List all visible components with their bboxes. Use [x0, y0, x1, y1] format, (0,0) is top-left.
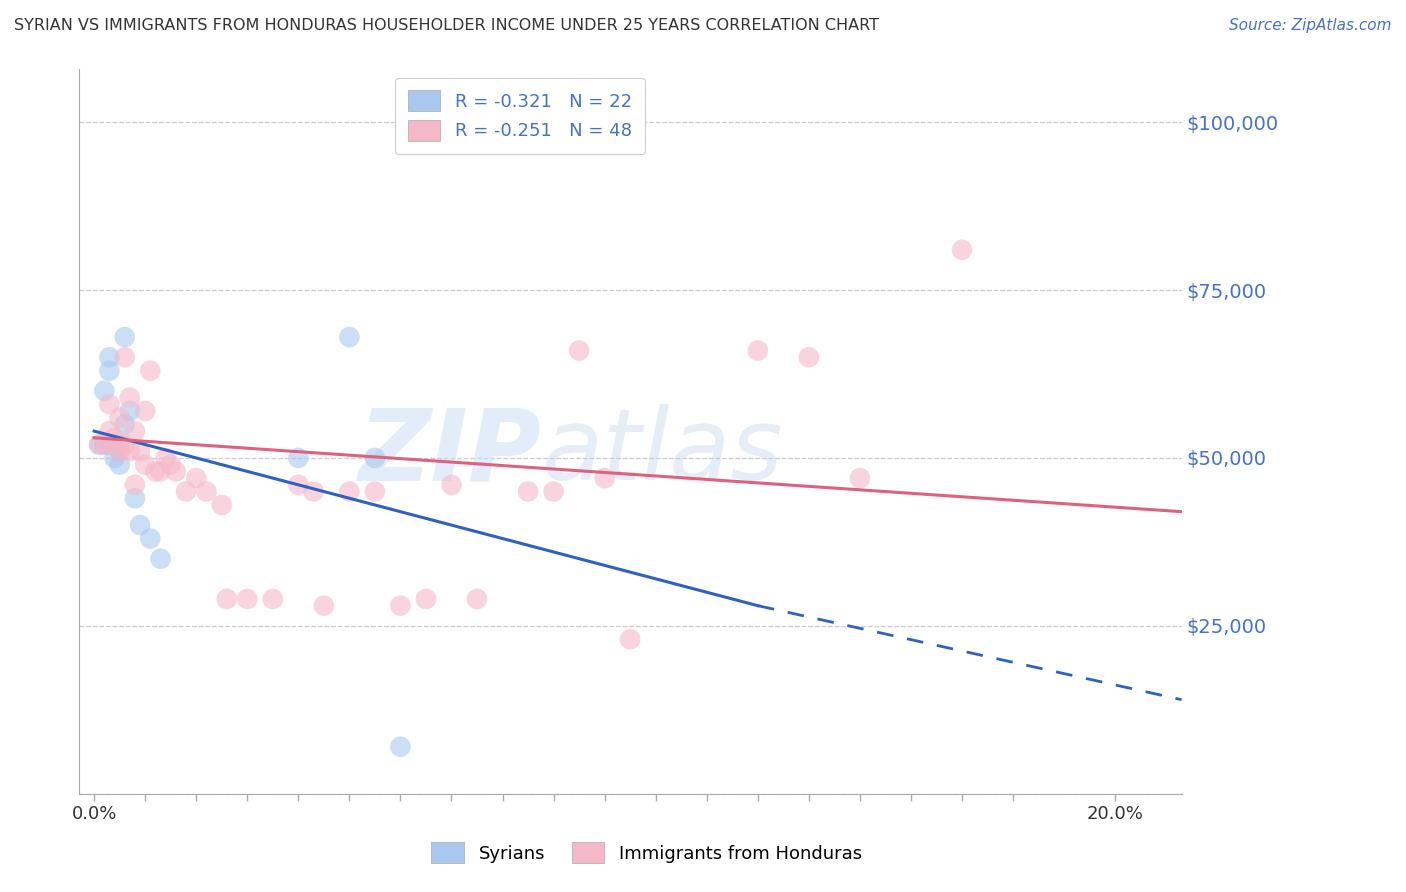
- Point: [114, 350, 136, 364]
- Point: [568, 343, 591, 358]
- Point: [312, 599, 335, 613]
- Point: [124, 424, 146, 438]
- Point: [149, 464, 172, 478]
- Point: [195, 484, 218, 499]
- Point: [108, 458, 131, 472]
- Point: [211, 498, 233, 512]
- Point: [108, 410, 131, 425]
- Point: [517, 484, 540, 499]
- Legend: R = -0.321   N = 22, R = -0.251   N = 48: R = -0.321 N = 22, R = -0.251 N = 48: [395, 78, 644, 153]
- Point: [139, 364, 162, 378]
- Point: [215, 591, 238, 606]
- Point: [389, 739, 412, 754]
- Point: [98, 350, 121, 364]
- Point: [337, 330, 360, 344]
- Point: [98, 397, 121, 411]
- Point: [108, 437, 131, 451]
- Point: [108, 444, 131, 458]
- Point: [287, 450, 309, 465]
- Point: [118, 444, 141, 458]
- Point: [849, 471, 872, 485]
- Point: [155, 450, 177, 465]
- Point: [149, 551, 172, 566]
- Point: [186, 471, 208, 485]
- Point: [797, 350, 820, 364]
- Legend: Syrians, Immigrants from Honduras: Syrians, Immigrants from Honduras: [420, 831, 873, 874]
- Point: [103, 437, 125, 451]
- Point: [114, 437, 136, 451]
- Point: [98, 364, 121, 378]
- Point: [93, 437, 115, 451]
- Point: [114, 417, 136, 432]
- Point: [114, 330, 136, 344]
- Point: [103, 431, 125, 445]
- Point: [747, 343, 769, 358]
- Point: [440, 478, 463, 492]
- Text: SYRIAN VS IMMIGRANTS FROM HONDURAS HOUSEHOLDER INCOME UNDER 25 YEARS CORRELATION: SYRIAN VS IMMIGRANTS FROM HONDURAS HOUSE…: [14, 18, 879, 33]
- Point: [134, 458, 156, 472]
- Point: [134, 404, 156, 418]
- Text: Source: ZipAtlas.com: Source: ZipAtlas.com: [1229, 18, 1392, 33]
- Point: [543, 484, 565, 499]
- Point: [337, 484, 360, 499]
- Point: [364, 450, 387, 465]
- Point: [118, 404, 141, 418]
- Point: [124, 491, 146, 506]
- Point: [124, 478, 146, 492]
- Point: [89, 437, 111, 451]
- Point: [165, 464, 187, 478]
- Point: [174, 484, 197, 499]
- Point: [302, 484, 325, 499]
- Point: [287, 478, 309, 492]
- Point: [129, 444, 152, 458]
- Point: [139, 532, 162, 546]
- Point: [129, 518, 152, 533]
- Point: [93, 437, 115, 451]
- Point: [262, 591, 284, 606]
- Point: [364, 484, 387, 499]
- Point: [89, 437, 111, 451]
- Point: [93, 384, 115, 398]
- Point: [98, 437, 121, 451]
- Point: [950, 243, 973, 257]
- Point: [465, 591, 488, 606]
- Point: [389, 599, 412, 613]
- Point: [145, 464, 167, 478]
- Point: [593, 471, 616, 485]
- Point: [236, 591, 259, 606]
- Point: [118, 391, 141, 405]
- Point: [159, 458, 181, 472]
- Point: [103, 450, 125, 465]
- Text: atlas: atlas: [541, 404, 783, 501]
- Point: [108, 444, 131, 458]
- Point: [98, 424, 121, 438]
- Point: [415, 591, 437, 606]
- Text: ZIP: ZIP: [359, 404, 541, 501]
- Point: [103, 437, 125, 451]
- Point: [619, 632, 641, 647]
